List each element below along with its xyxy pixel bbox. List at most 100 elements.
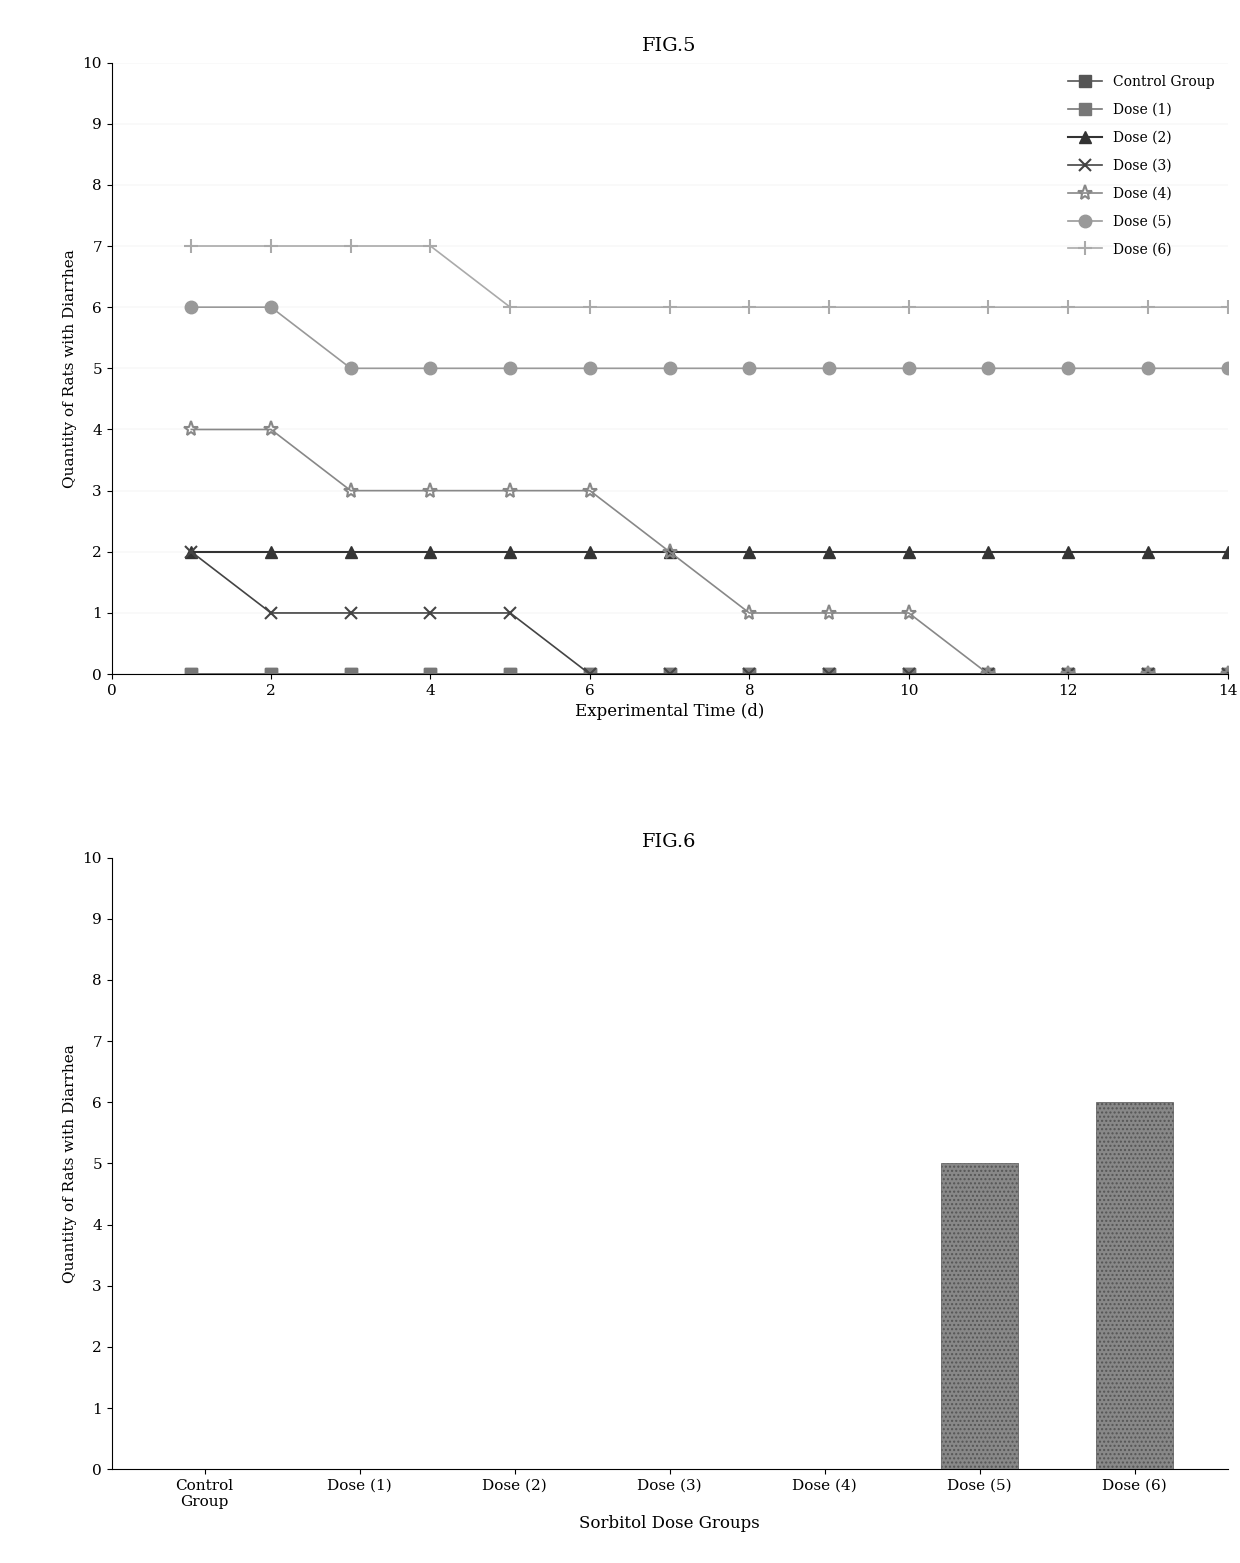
Line: Dose (2): Dose (2) bbox=[186, 545, 1233, 558]
Dose (3) bbox=[583, 664, 598, 683]
Dose (3) bbox=[343, 603, 358, 622]
X-axis label: Experimental Time (d): Experimental Time (d) bbox=[575, 703, 764, 721]
Dose (1) bbox=[264, 664, 279, 683]
Dose (4) bbox=[423, 481, 438, 500]
Dose (3) bbox=[822, 664, 837, 683]
Dose (2) bbox=[583, 542, 598, 561]
Dose (5) bbox=[742, 359, 756, 378]
Dose (6) bbox=[423, 236, 438, 255]
Dose (6) bbox=[184, 236, 198, 255]
Dose (1) bbox=[583, 664, 598, 683]
Dose (2) bbox=[822, 542, 837, 561]
Dose (6) bbox=[343, 236, 358, 255]
Control Group bbox=[662, 664, 677, 683]
Dose (3) bbox=[901, 664, 916, 683]
Control Group bbox=[583, 664, 598, 683]
Dose (5) bbox=[184, 299, 198, 317]
Dose (4) bbox=[502, 481, 517, 500]
Control Group bbox=[1141, 664, 1156, 683]
Line: Dose (5): Dose (5) bbox=[185, 302, 1234, 375]
Dose (6) bbox=[981, 299, 996, 317]
Dose (1) bbox=[822, 664, 837, 683]
Dose (2) bbox=[981, 542, 996, 561]
Bar bbox=[1096, 1102, 1173, 1469]
Line: Dose (1): Dose (1) bbox=[186, 669, 1233, 680]
Line: Control Group: Control Group bbox=[186, 669, 1233, 680]
Dose (5) bbox=[502, 359, 517, 378]
Dose (1) bbox=[1141, 664, 1156, 683]
Dose (2) bbox=[662, 542, 677, 561]
Dose (4) bbox=[662, 542, 677, 561]
Dose (4) bbox=[1141, 664, 1156, 683]
Control Group bbox=[1220, 664, 1235, 683]
Dose (2) bbox=[1220, 542, 1235, 561]
Dose (6) bbox=[583, 299, 598, 317]
Dose (3) bbox=[1141, 664, 1156, 683]
Dose (6) bbox=[264, 236, 279, 255]
Dose (2) bbox=[423, 542, 438, 561]
Dose (3) bbox=[502, 603, 517, 622]
Control Group bbox=[423, 664, 438, 683]
Dose (1) bbox=[1220, 664, 1235, 683]
Dose (3) bbox=[264, 603, 279, 622]
Dose (4) bbox=[583, 481, 598, 500]
Control Group bbox=[264, 664, 279, 683]
Dose (1) bbox=[981, 664, 996, 683]
Dose (6) bbox=[1141, 299, 1156, 317]
Dose (4) bbox=[343, 481, 358, 500]
Dose (2) bbox=[1141, 542, 1156, 561]
Dose (5) bbox=[583, 359, 598, 378]
Title: FIG.6: FIG.6 bbox=[642, 833, 697, 850]
X-axis label: Sorbitol Dose Groups: Sorbitol Dose Groups bbox=[579, 1515, 760, 1532]
Dose (6) bbox=[742, 299, 756, 317]
Dose (6) bbox=[502, 299, 517, 317]
Dose (1) bbox=[1060, 664, 1075, 683]
Dose (5) bbox=[264, 299, 279, 317]
Dose (1) bbox=[502, 664, 517, 683]
Dose (2) bbox=[1060, 542, 1075, 561]
Dose (6) bbox=[662, 299, 677, 317]
Dose (3) bbox=[742, 664, 756, 683]
Dose (3) bbox=[1060, 664, 1075, 683]
Control Group bbox=[343, 664, 358, 683]
Dose (6) bbox=[822, 299, 837, 317]
Control Group bbox=[981, 664, 996, 683]
Control Group bbox=[742, 664, 756, 683]
Line: Dose (6): Dose (6) bbox=[185, 239, 1235, 314]
Dose (4) bbox=[184, 420, 198, 439]
Dose (1) bbox=[901, 664, 916, 683]
Dose (2) bbox=[742, 542, 756, 561]
Dose (5) bbox=[1060, 359, 1075, 378]
Dose (1) bbox=[742, 664, 756, 683]
Dose (6) bbox=[1220, 299, 1235, 317]
Control Group bbox=[1060, 664, 1075, 683]
Dose (1) bbox=[184, 664, 198, 683]
Dose (5) bbox=[1220, 359, 1235, 378]
Dose (4) bbox=[1060, 664, 1075, 683]
Dose (1) bbox=[662, 664, 677, 683]
Dose (4) bbox=[1220, 664, 1235, 683]
Dose (2) bbox=[264, 542, 279, 561]
Dose (4) bbox=[981, 664, 996, 683]
Dose (6) bbox=[901, 299, 916, 317]
Dose (4) bbox=[742, 603, 756, 622]
Dose (5) bbox=[662, 359, 677, 378]
Dose (3) bbox=[184, 542, 198, 561]
Dose (5) bbox=[423, 359, 438, 378]
Dose (5) bbox=[901, 359, 916, 378]
Dose (2) bbox=[343, 542, 358, 561]
Dose (5) bbox=[822, 359, 837, 378]
Y-axis label: Quantity of Rats with Diarrhea: Quantity of Rats with Diarrhea bbox=[63, 249, 77, 488]
Dose (1) bbox=[423, 664, 438, 683]
Dose (6) bbox=[1060, 299, 1075, 317]
Dose (1) bbox=[343, 664, 358, 683]
Control Group bbox=[502, 664, 517, 683]
Bar bbox=[941, 1163, 1018, 1469]
Dose (2) bbox=[502, 542, 517, 561]
Dose (4) bbox=[901, 603, 916, 622]
Control Group bbox=[822, 664, 837, 683]
Dose (3) bbox=[1220, 664, 1235, 683]
Dose (5) bbox=[981, 359, 996, 378]
Y-axis label: Quantity of Rats with Diarrhea: Quantity of Rats with Diarrhea bbox=[63, 1044, 77, 1283]
Dose (2) bbox=[184, 542, 198, 561]
